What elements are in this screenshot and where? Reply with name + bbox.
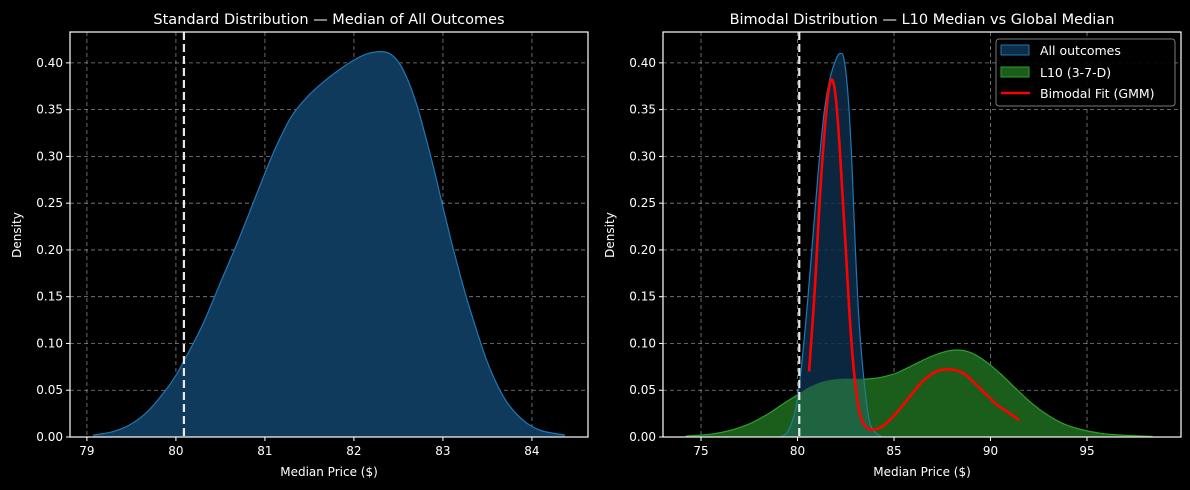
x-tick-label: 84 [524,444,539,458]
series-line-all-outcomes [779,52,883,438]
y-tick-label: 0.15 [36,290,63,304]
y-tick-label: 0.05 [36,383,63,397]
y-tick-label: 0.10 [629,336,656,350]
series-area-all-outcomes [779,53,882,437]
y-tick-label: 0.20 [629,243,656,257]
y-tick-label: 0.10 [36,336,63,350]
x-axis: 75 80 85 90 95 [693,437,1095,458]
y-tick-label: 0.00 [629,430,656,444]
x-tick-label: 82 [346,444,361,458]
legend-swatch-all-outcomes [1000,44,1030,56]
y-axis: 0.00 0.05 0.10 0.15 0.20 0.25 0.30 0.35 0.40 [36,56,70,444]
x-axis-label: Median Price ($) [873,465,971,479]
axes-frame [69,31,589,438]
y-tick-label: 0.05 [629,383,656,397]
x-tick-label: 81 [257,444,272,458]
y-axis: 0.00 0.05 0.10 0.15 0.20 0.25 0.30 0.35 0.40 [629,56,663,444]
chart-bimodal-distribution: Bimodal Distribution — L10 Median vs Glo… [603,12,1182,479]
x-axis: 79 80 81 82 83 84 [79,437,540,458]
legend-label: L10 (3-7-D) [1040,65,1111,80]
y-tick-label: 0.40 [629,56,656,70]
legend-label: Bimodal Fit (GMM) [1040,86,1155,101]
plot-area [92,32,566,438]
x-tick-label: 80 [790,444,805,458]
legend-label: All outcomes [1040,43,1121,58]
y-tick-label: 0.00 [36,430,63,444]
series-overlap-area [779,349,882,437]
x-tick-label: 79 [79,444,94,458]
y-tick-label: 0.40 [36,56,63,70]
chart-title: Standard Distribution — Median of All Ou… [153,12,504,28]
series-area-l10-3-7-d [685,349,1153,437]
x-axis-label: Median Price ($) [280,465,378,479]
plot-area [685,32,1153,438]
series-line-all-outcomes [92,50,566,436]
chart-title: Bimodal Distribution — L10 Median vs Glo… [730,12,1115,28]
x-tick-label: 80 [168,444,183,458]
y-axis-label: Density [10,212,24,258]
x-tick-label: 95 [1079,444,1094,458]
chart-standard-distribution: Standard Distribution — Median of All Ou… [10,12,589,479]
series-line-l10-3-7-d [685,349,1153,438]
legend-swatch-l10 [1000,66,1030,78]
y-tick-label: 0.25 [36,196,63,210]
y-tick-label: 0.25 [629,196,656,210]
legend-box [995,38,1176,107]
y-tick-label: 0.20 [36,243,63,257]
x-tick-label: 83 [435,444,450,458]
legend: All outcomes L10 (3-7-D) Bimodal Fit (GM… [995,38,1176,107]
y-tick-label: 0.30 [36,149,63,163]
series-line-bimodal-fit-gmm [807,78,1021,431]
y-tick-label: 0.35 [629,103,656,117]
y-axis-label: Density [603,212,617,258]
y-tick-label: 0.30 [629,149,656,163]
series-area-all-outcomes [93,51,565,438]
y-tick-label: 0.15 [629,290,656,304]
x-tick-label: 85 [886,444,901,458]
y-tick-label: 0.35 [36,103,63,117]
axes-frame [662,31,1182,438]
x-tick-label: 75 [693,444,708,458]
x-tick-label: 90 [983,444,998,458]
